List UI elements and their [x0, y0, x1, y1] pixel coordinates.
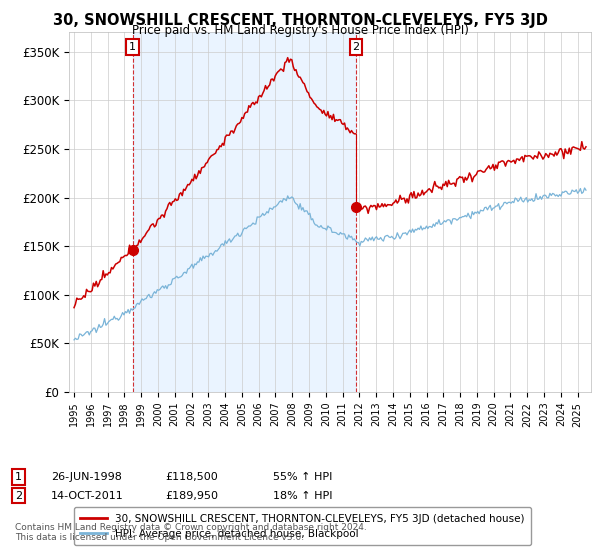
Text: 1: 1: [129, 42, 136, 52]
Text: Contains HM Land Registry data © Crown copyright and database right 2024.: Contains HM Land Registry data © Crown c…: [15, 523, 367, 532]
Text: 26-JUN-1998: 26-JUN-1998: [51, 472, 122, 482]
Legend: 30, SNOWSHILL CRESCENT, THORNTON-CLEVELEYS, FY5 3JD (detached house), HPI: Avera: 30, SNOWSHILL CRESCENT, THORNTON-CLEVELE…: [74, 507, 530, 545]
Text: This data is licensed under the Open Government Licence v3.0.: This data is licensed under the Open Gov…: [15, 533, 304, 542]
Text: 18% ↑ HPI: 18% ↑ HPI: [273, 491, 332, 501]
Text: £118,500: £118,500: [165, 472, 218, 482]
Text: Price paid vs. HM Land Registry's House Price Index (HPI): Price paid vs. HM Land Registry's House …: [131, 24, 469, 37]
Bar: [133, 32, 356, 392]
Text: 2: 2: [15, 491, 22, 501]
Text: 55% ↑ HPI: 55% ↑ HPI: [273, 472, 332, 482]
Text: 14-OCT-2011: 14-OCT-2011: [51, 491, 124, 501]
Text: 1: 1: [15, 472, 22, 482]
Text: £189,950: £189,950: [165, 491, 218, 501]
Text: 30, SNOWSHILL CRESCENT, THORNTON-CLEVELEYS, FY5 3JD: 30, SNOWSHILL CRESCENT, THORNTON-CLEVELE…: [53, 13, 547, 28]
Text: 2: 2: [352, 42, 359, 52]
